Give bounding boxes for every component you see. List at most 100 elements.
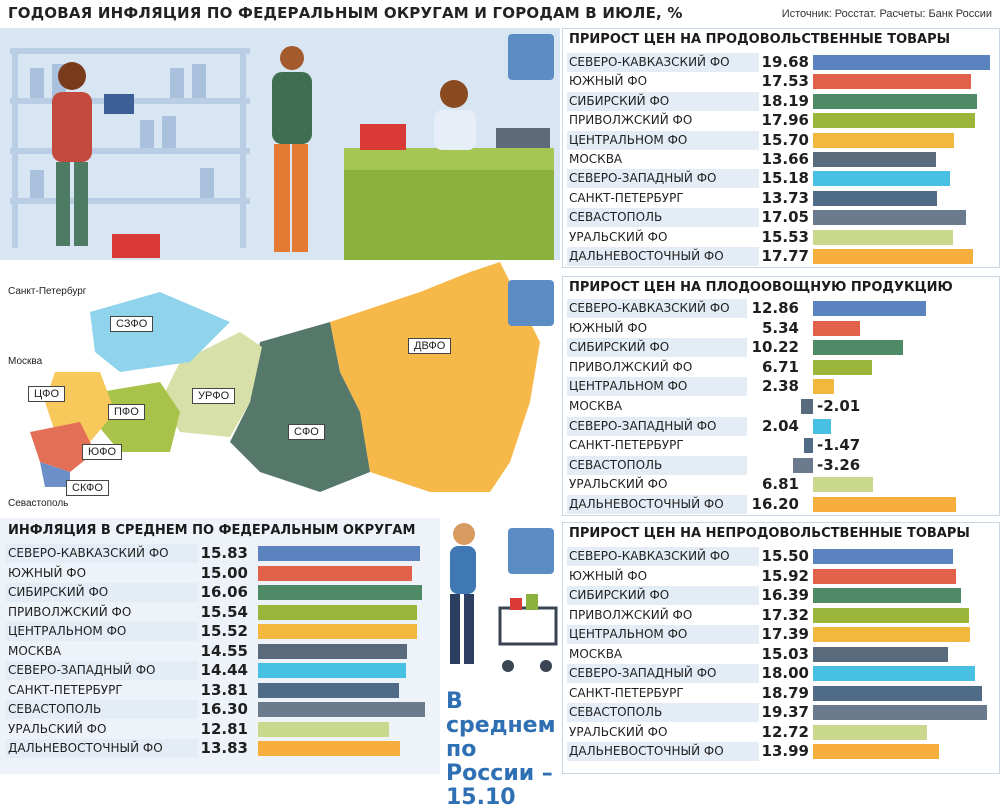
bar (813, 301, 927, 316)
bar (813, 379, 834, 395)
bar (813, 666, 975, 681)
row-label: МОСКВА (8, 643, 62, 658)
bar (813, 477, 874, 493)
table-row: СЕВАСТОПОЛЬ 19.37 (567, 703, 995, 722)
table-row: МОСКВА 15.03 (567, 645, 995, 664)
table-row: ДАЛЬНЕВОСТОЧНЫЙ ФО 13.83 (6, 739, 434, 758)
data-label: 18.19 (761, 91, 809, 110)
row-label: ЮЖНЫЙ ФО (569, 74, 648, 89)
table-row: ЦЕНТРАЛЬНОМ ФО 17.39 (567, 625, 995, 644)
data-label: 15.54 (200, 602, 248, 621)
table-row: СЕВАСТОПОЛЬ 16.30 (6, 700, 434, 719)
data-label: 15.53 (761, 227, 809, 246)
row-label: САНКТ-ПЕТЕРБУРГ (8, 682, 123, 697)
shop-scene-icon (10, 46, 554, 260)
bar (258, 682, 400, 698)
table-row: СИБИРСКИЙ ФО 18.19 (567, 91, 995, 111)
row-label: СЕВАСТОПОЛЬ (6, 700, 198, 719)
row-label: СИБИРСКИЙ ФО (567, 91, 759, 111)
table-row: МОСКВА 14.55 (6, 642, 434, 661)
label-pfo: ПФО (108, 404, 145, 420)
table-row: ДАЛЬНЕВОСТОЧНЫЙ ФО 13.99 (567, 742, 995, 761)
data-label: -1.47 (817, 436, 861, 455)
data-label: 17.32 (761, 605, 809, 624)
bar (813, 210, 967, 226)
row-label: ЮЖНЫЙ ФО (569, 568, 648, 583)
bar (258, 546, 421, 561)
data-label: 17.96 (761, 111, 809, 130)
bar (258, 604, 418, 620)
label-dvfo: ДВФО (408, 338, 452, 354)
data-label: -3.26 (817, 455, 861, 474)
row-label: ПРИВОЛЖСКИЙ ФО (569, 113, 693, 128)
row-label: ДАЛЬНЕВОСТОЧНЫЙ ФО (567, 495, 747, 514)
data-label: 15.00 (200, 563, 248, 582)
table-row: УРАЛЬСКИЙ ФО 12.81 (6, 720, 434, 739)
data-label: 17.53 (761, 72, 809, 91)
table-row: СИБИРСКИЙ ФО 16.39 (567, 586, 995, 605)
panel-nonfood-title: ПРИРОСТ ЦЕН НА НЕПРОДОВОЛЬСТВЕННЫЕ ТОВАР… (569, 526, 970, 541)
bar (258, 702, 425, 717)
shop-illustration (0, 28, 560, 260)
table-row: СЕВАСТОПОЛЬ -3.26 (567, 455, 995, 475)
table-row: СЕВЕРО-КАВКАЗСКИЙ ФО 15.50 (567, 547, 995, 566)
bar (813, 249, 973, 264)
row-label: СЕВАСТОПОЛЬ (567, 208, 759, 228)
row-label: УРАЛЬСКИЙ ФО (8, 721, 107, 736)
bar (813, 497, 956, 512)
data-label: 15.83 (200, 544, 248, 562)
table-row: УРАЛЬСКИЙ ФО 6.81 (567, 475, 995, 494)
table-row: СИБИРСКИЙ ФО 10.22 (567, 338, 995, 358)
city-sev: Севастополь (8, 498, 69, 509)
row-label: ДАЛЬНЕВОСТОЧНЫЙ ФО (567, 247, 759, 266)
data-label: 6.81 (761, 475, 799, 494)
data-label: 16.20 (751, 495, 799, 513)
shopper-cart-icon (450, 523, 558, 672)
bar (813, 724, 928, 740)
data-label: 16.30 (200, 700, 248, 718)
data-label: 13.73 (761, 188, 809, 207)
bar (800, 399, 813, 414)
table-row: ПРИВОЛЖСКИЙ ФО 6.71 (567, 358, 995, 377)
data-label: 2.04 (761, 416, 799, 435)
row-label: СИБИРСКИЙ ФО (6, 583, 198, 602)
table-row: ДАЛЬНЕВОСТОЧНЫЙ ФО 16.20 (567, 495, 995, 514)
row-label: САНКТ-ПЕТЕРБУРГ (569, 438, 684, 453)
table-row: СЕВЕРО-ЗАПАДНЫЙ ФО 2.04 (567, 416, 995, 436)
row-label: СЕВЕРО-ЗАПАДНЫЙ ФО (567, 169, 759, 189)
bar (813, 55, 991, 70)
panel-nonfood: ПРИРОСТ ЦЕН НА НЕПРОДОВОЛЬСТВЕННЫЕ ТОВАР… (562, 522, 1000, 774)
bar (813, 152, 936, 167)
average-value: 15.10 (446, 785, 516, 810)
row-label: ЦЕНТРАЛЬНОМ ФО (567, 130, 759, 150)
russia-average: В среднем по России – 15.10 (446, 690, 566, 810)
table-row: УРАЛЬСКИЙ ФО 15.53 (567, 228, 995, 247)
label-yufo: ЮФО (82, 444, 123, 460)
row-label: СИБИРСКИЙ ФО (567, 338, 747, 358)
label-szfo: СЗФО (110, 316, 154, 332)
data-label: 18.00 (761, 664, 809, 682)
bar (813, 568, 957, 584)
bar (813, 340, 904, 356)
row-label: ЮЖНЫЙ ФО (569, 320, 648, 335)
data-label: 16.06 (200, 583, 248, 601)
row-label: УРАЛЬСКИЙ ФО (569, 477, 668, 492)
table-row: ПРИВОЛЖСКИЙ ФО 15.54 (6, 603, 434, 622)
panel-food-title: ПРИРОСТ ЦЕН НА ПРОДОВОЛЬСТВЕННЫЕ ТОВАРЫ (569, 32, 951, 47)
bar (813, 171, 950, 187)
nonfood-box-icon (508, 528, 554, 574)
row-label: СЕВЕРО-ЗАПАДНЫЙ ФО (567, 416, 747, 436)
row-label: ДАЛЬНЕВОСТОЧНЫЙ ФО (567, 742, 759, 761)
row-label: СЕВЕРО-КАВКАЗСКИЙ ФО (567, 547, 759, 566)
table-row: САНКТ-ПЕТЕРБУРГ -1.47 (567, 436, 995, 455)
table-row: САНКТ-ПЕТЕРБУРГ 13.73 (567, 189, 995, 208)
average-line2: по России – (446, 737, 553, 786)
data-label: 15.92 (761, 566, 809, 585)
label-skfo: СКФО (66, 480, 109, 496)
panel-average: ИНФЛЯЦИЯ В СРЕДНЕМ ПО ФЕДЕРАЛЬНЫМ ОКРУГА… (4, 520, 438, 770)
data-label: 14.44 (200, 661, 248, 679)
row-label: СЕВАСТОПОЛЬ (567, 455, 747, 475)
russia-map: Санкт-Петербург Москва Севастополь СЗФО … (0, 262, 560, 512)
urfo-region (160, 332, 262, 437)
data-label: 13.83 (200, 739, 248, 757)
